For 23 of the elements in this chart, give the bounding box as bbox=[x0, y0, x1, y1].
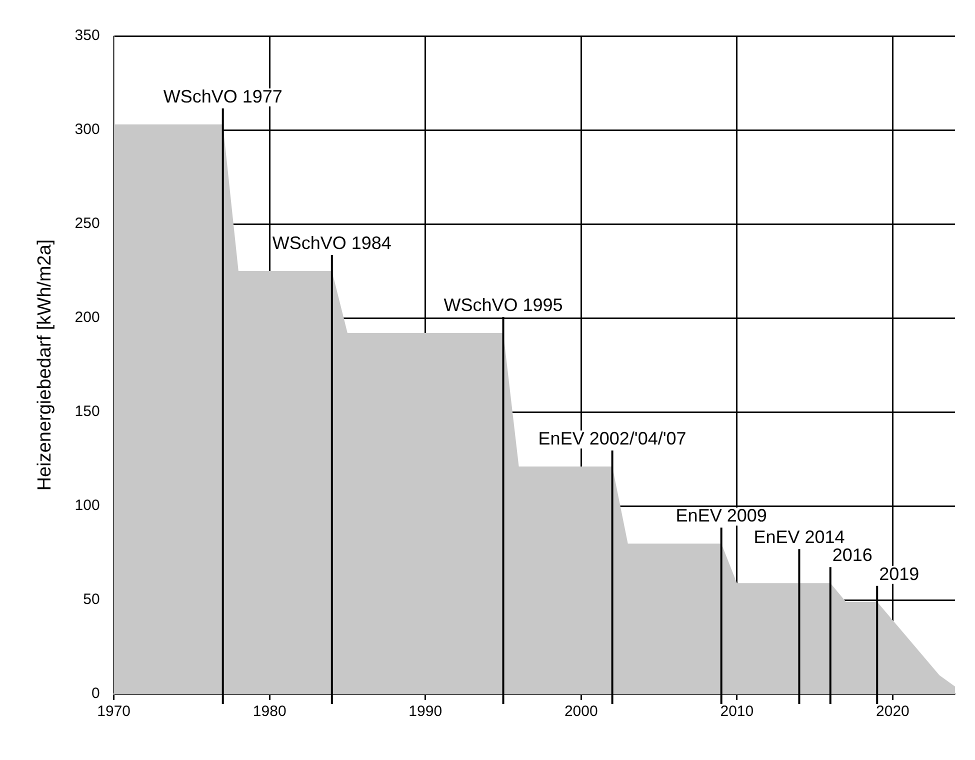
y-tick-label: 100 bbox=[74, 497, 100, 514]
x-tick-label: 2010 bbox=[720, 703, 754, 720]
ref-line-label: EnEV 2009 bbox=[676, 506, 767, 526]
ref-line-label: WSchVO 1984 bbox=[272, 232, 392, 253]
x-tick-label: 1980 bbox=[252, 703, 286, 720]
y-tick-label: 50 bbox=[83, 591, 100, 608]
y-axis-title: Heizenergiebedarf [kWh/m2a] bbox=[34, 239, 56, 491]
y-tick-label: 300 bbox=[74, 121, 100, 138]
ref-line-label: EnEV 2014 bbox=[754, 527, 845, 548]
ref-line-label: EnEV 2002/'04/'07 bbox=[538, 428, 686, 448]
ref-line-label: WSchVO 1977 bbox=[163, 86, 282, 106]
ref-line-label: WSchVO 1995 bbox=[444, 295, 563, 316]
x-tick-label: 1990 bbox=[408, 703, 442, 720]
ref-line-label: 2019 bbox=[879, 564, 920, 584]
y-tick-label: 350 bbox=[74, 27, 100, 44]
x-tick-label: 2020 bbox=[876, 703, 910, 720]
y-tick-label: 250 bbox=[74, 215, 100, 232]
y-tick-label: 200 bbox=[74, 309, 100, 326]
ref-line-label: 2016 bbox=[832, 545, 872, 566]
x-tick-label: 2000 bbox=[564, 703, 598, 720]
y-tick-label: 150 bbox=[74, 403, 100, 420]
y-tick-label: 0 bbox=[91, 685, 100, 702]
x-tick-label: 1970 bbox=[97, 703, 131, 720]
